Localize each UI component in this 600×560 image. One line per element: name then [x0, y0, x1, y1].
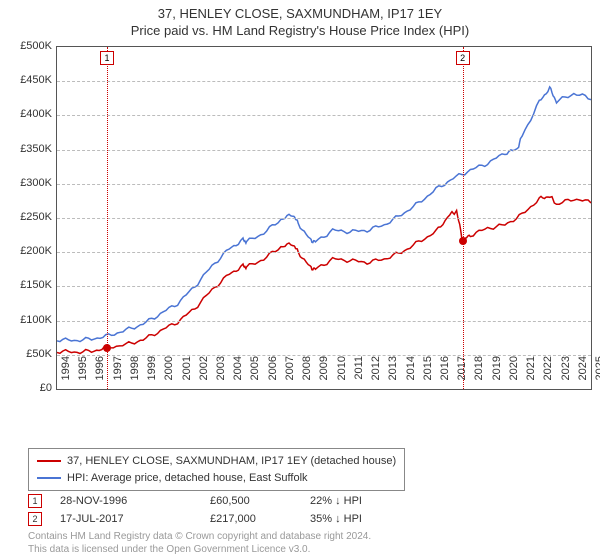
gridline — [57, 218, 591, 219]
x-tick-label: 2007 — [284, 356, 296, 396]
x-tick-label: 2025 — [594, 356, 600, 396]
x-tick-label: 2021 — [525, 356, 537, 396]
title-line-1: 37, HENLEY CLOSE, SAXMUNDHAM, IP17 1EY — [0, 6, 600, 23]
sale-row-marker: 2 — [28, 512, 42, 526]
x-tick-label: 2001 — [181, 356, 193, 396]
sale-marker-dot — [103, 344, 111, 352]
legend: 37, HENLEY CLOSE, SAXMUNDHAM, IP17 1EY (… — [28, 448, 405, 491]
y-tick-label: £450K — [2, 74, 52, 86]
x-tick-label: 2014 — [405, 356, 417, 396]
sale-price: £217,000 — [210, 513, 310, 525]
footer-line-1: Contains HM Land Registry data © Crown c… — [28, 530, 371, 543]
sale-marker-label: 1 — [100, 51, 114, 65]
sale-marker-line — [463, 47, 464, 389]
gridline — [57, 81, 591, 82]
legend-row: 37, HENLEY CLOSE, SAXMUNDHAM, IP17 1EY (… — [37, 453, 396, 470]
x-tick-label: 1996 — [94, 356, 106, 396]
x-tick-label: 2006 — [267, 356, 279, 396]
title-line-2: Price paid vs. HM Land Registry's House … — [0, 23, 600, 40]
x-tick-label: 2008 — [301, 356, 313, 396]
sale-row: 1 28-NOV-1996£60,50022% ↓ HPI — [28, 492, 410, 510]
footer-line-2: This data is licensed under the Open Gov… — [28, 543, 371, 556]
x-tick-label: 2022 — [542, 356, 554, 396]
y-tick-label: £150K — [2, 279, 52, 291]
x-tick-label: 1998 — [129, 356, 141, 396]
y-tick-label: £400K — [2, 108, 52, 120]
x-tick-label: 2013 — [387, 356, 399, 396]
x-tick-label: 2004 — [232, 356, 244, 396]
x-tick-label: 2000 — [163, 356, 175, 396]
x-tick-label: 2002 — [198, 356, 210, 396]
sale-row-marker: 1 — [28, 494, 42, 508]
gridline — [57, 150, 591, 151]
x-tick-label: 2009 — [318, 356, 330, 396]
legend-swatch — [37, 477, 61, 479]
sale-price: £60,500 — [210, 495, 310, 507]
y-tick-label: £100K — [2, 314, 52, 326]
sale-marker-label: 2 — [456, 51, 470, 65]
sale-marker-dot — [459, 237, 467, 245]
plot-area: 12 — [56, 46, 592, 390]
y-tick-label: £350K — [2, 143, 52, 155]
x-tick-label: 2011 — [353, 356, 365, 396]
x-tick-label: 2019 — [491, 356, 503, 396]
sale-date: 17-JUL-2017 — [60, 513, 210, 525]
y-tick-label: £0 — [2, 382, 52, 394]
x-tick-label: 2005 — [249, 356, 261, 396]
gridline — [57, 252, 591, 253]
x-tick-label: 2017 — [456, 356, 468, 396]
legend-swatch — [37, 460, 61, 462]
sales-table: 1 28-NOV-1996£60,50022% ↓ HPI 2 17-JUL-2017… — [28, 492, 410, 528]
legend-label: HPI: Average price, detached house, East… — [67, 470, 308, 487]
x-tick-label: 1994 — [60, 356, 72, 396]
y-tick-label: £250K — [2, 211, 52, 223]
y-tick-label: £200K — [2, 245, 52, 257]
x-tick-label: 2003 — [215, 356, 227, 396]
sale-row: 2 17-JUL-2017£217,00035% ↓ HPI — [28, 510, 410, 528]
x-tick-label: 2015 — [422, 356, 434, 396]
x-tick-label: 2024 — [577, 356, 589, 396]
x-tick-label: 2018 — [473, 356, 485, 396]
gridline — [57, 286, 591, 287]
x-tick-label: 2016 — [439, 356, 451, 396]
gridline — [57, 321, 591, 322]
chart: £0 £50K £100K £150K £200K £250K £300K £350K £400… — [0, 40, 600, 450]
gridline — [57, 115, 591, 116]
y-tick-label: £500K — [2, 40, 52, 52]
legend-label: 37, HENLEY CLOSE, SAXMUNDHAM, IP17 1EY (… — [67, 453, 396, 470]
x-tick-label: 2023 — [560, 356, 572, 396]
series-line — [57, 87, 591, 342]
chart-title: 37, HENLEY CLOSE, SAXMUNDHAM, IP17 1EY P… — [0, 0, 600, 40]
legend-row: HPI: Average price, detached house, East… — [37, 470, 396, 487]
sale-hpi-diff: 35% ↓ HPI — [310, 513, 410, 525]
x-tick-label: 2020 — [508, 356, 520, 396]
series-line — [57, 196, 591, 353]
x-tick-label: 2012 — [370, 356, 382, 396]
y-tick-label: £50K — [2, 348, 52, 360]
y-tick-label: £300K — [2, 177, 52, 189]
sale-hpi-diff: 22% ↓ HPI — [310, 495, 410, 507]
attribution-footer: Contains HM Land Registry data © Crown c… — [28, 530, 371, 556]
x-tick-label: 1999 — [146, 356, 158, 396]
sale-date: 28-NOV-1996 — [60, 495, 210, 507]
x-tick-label: 1995 — [77, 356, 89, 396]
x-tick-label: 1997 — [112, 356, 124, 396]
x-tick-label: 2010 — [336, 356, 348, 396]
sale-marker-line — [107, 47, 108, 389]
gridline — [57, 184, 591, 185]
